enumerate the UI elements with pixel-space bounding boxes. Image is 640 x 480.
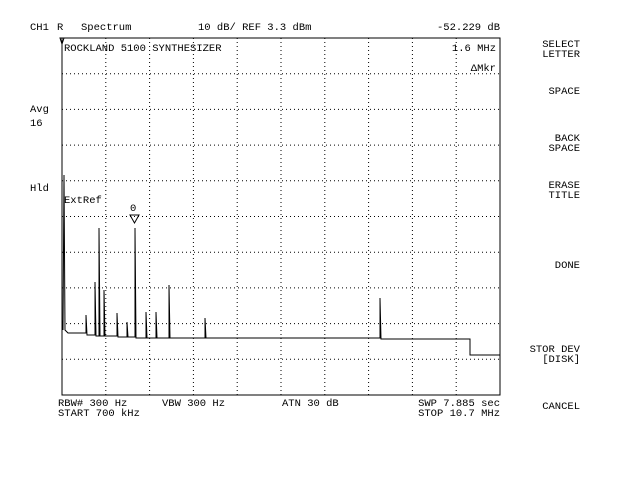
softkey-label[interactable]: STOR DEV [530, 344, 581, 356]
spectrum-trace [61, 38, 500, 356]
hold-label: Hld [30, 183, 49, 195]
softkey[interactable]: CANCEL [542, 401, 580, 413]
start: START 700 kHz [58, 408, 140, 420]
softkey[interactable]: DONE [555, 260, 580, 272]
marker-triangle [129, 214, 140, 225]
avg-label: Avg [30, 104, 49, 116]
softkey-label[interactable]: LETTER [542, 49, 581, 61]
swp: SWP 7.885 sec [418, 398, 500, 410]
screen-title: ROCKLAND 5100 SYNTHESIZER [64, 43, 222, 55]
softkey-label[interactable]: CANCEL [542, 401, 580, 413]
mode: R [57, 22, 64, 34]
marker-id: 0 [130, 203, 136, 215]
ref-marker [59, 37, 65, 46]
marker-freq: 1.6 MHz [452, 43, 496, 55]
softkey-label[interactable]: TITLE [548, 190, 580, 202]
atn: ATN 30 dB [282, 398, 339, 410]
readout: -52.229 dB [437, 22, 500, 34]
softkey-label[interactable]: DONE [555, 260, 580, 272]
stop: STOP 10.7 MHz [418, 408, 500, 420]
avg-count: 16 [30, 118, 43, 130]
softkey[interactable]: STOR DEV[DISK] [530, 344, 581, 366]
rbw: RBW# 300 Hz [58, 398, 127, 410]
vbw: VBW 300 Hz [162, 398, 225, 410]
ext-ref: ExtRef [64, 195, 102, 207]
marker-mode: ΔMkr [471, 63, 496, 75]
scale: 10 dB/ REF 3.3 dBm [198, 22, 311, 34]
softkey-label[interactable]: SPACE [548, 143, 580, 155]
softkey-label[interactable]: SPACE [548, 86, 580, 98]
softkey-label[interactable]: SELECT [542, 39, 580, 51]
softkey-label[interactable]: BACK [555, 133, 581, 145]
channel: CH1 [30, 22, 49, 34]
softkey-label[interactable]: ERASE [548, 180, 580, 192]
softkey-label[interactable]: [DISK] [542, 354, 580, 366]
measurement: Spectrum [81, 22, 131, 34]
softkey[interactable]: SPACE [548, 86, 580, 98]
